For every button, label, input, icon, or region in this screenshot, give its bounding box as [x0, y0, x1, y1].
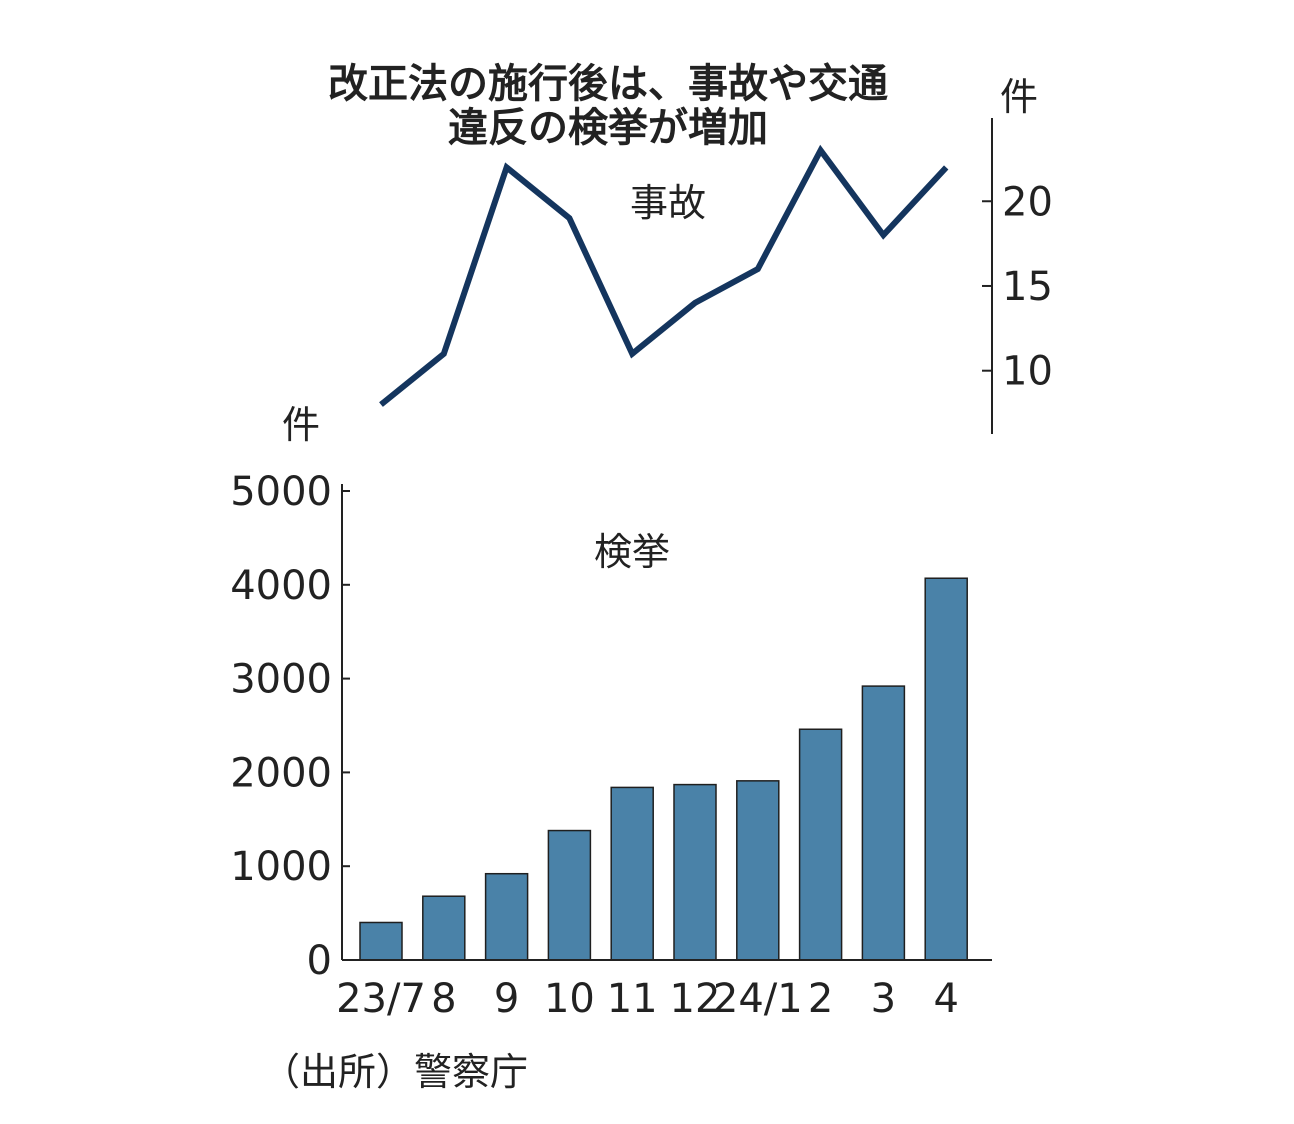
bar-series-label: 検挙 — [594, 530, 670, 574]
bar-y-tick-label: 3000 — [230, 657, 332, 703]
bar-y-tick-label: 4000 — [230, 563, 332, 609]
bar-y-tick-label: 5000 — [230, 469, 332, 515]
x-tick-label: 23/7 — [336, 976, 426, 1022]
x-tick-label: 11 — [607, 976, 658, 1022]
accident-points — [380, 150, 947, 405]
bar-y-ticks: 0 1000 2000 3000 4000 5000 — [230, 469, 350, 984]
x-tick-label: 24/1 — [713, 976, 803, 1022]
enforcement-bar — [610, 786, 654, 961]
chart-title-line-2: 違反の検挙が増加 — [448, 105, 768, 151]
x-tick-label: 8 — [431, 976, 456, 1022]
enforcement-bar — [861, 685, 906, 961]
line-y-tick-label: 20 — [1002, 179, 1053, 225]
enforcement-bar — [547, 829, 592, 961]
enforcement-bars — [359, 577, 968, 961]
line-unit-label: 件 — [1000, 75, 1038, 119]
enforcement-bar — [798, 728, 843, 961]
bar-y-tick-label: 2000 — [230, 750, 332, 796]
enforcement-bar — [484, 872, 529, 961]
x-tick-label: 4 — [933, 976, 958, 1022]
chart-title-line-1: 改正法の施行後は、事故や交通 — [328, 61, 888, 107]
enforcement-bar — [736, 780, 780, 961]
enforcement-bar — [359, 921, 403, 961]
line-series-label: 事故 — [630, 181, 706, 225]
line-y-tick-label: 10 — [1002, 349, 1053, 395]
source-note: （出所）警察庁 — [262, 1050, 528, 1094]
accident-series-line — [379, 144, 949, 407]
bar-y-tick-label: 1000 — [230, 844, 332, 890]
x-tick-label: 10 — [544, 976, 595, 1022]
accident-line-chart: 件 事故 10 15 20 — [379, 75, 1053, 434]
bar-y-tick-label: 0 — [307, 938, 332, 984]
x-tick-label: 2 — [808, 976, 833, 1022]
bar-unit-label: 件 — [282, 403, 320, 447]
line-y-tick-label: 15 — [1002, 264, 1053, 310]
line-y-ticks: 10 15 20 — [982, 179, 1053, 395]
enforcement-bar — [422, 895, 466, 961]
x-tick-label: 12 — [670, 976, 721, 1022]
enforcement-bar — [673, 783, 717, 961]
x-tick-label: 3 — [871, 976, 896, 1022]
x-tick-label: 9 — [494, 976, 519, 1022]
enforcement-bar — [924, 577, 968, 961]
